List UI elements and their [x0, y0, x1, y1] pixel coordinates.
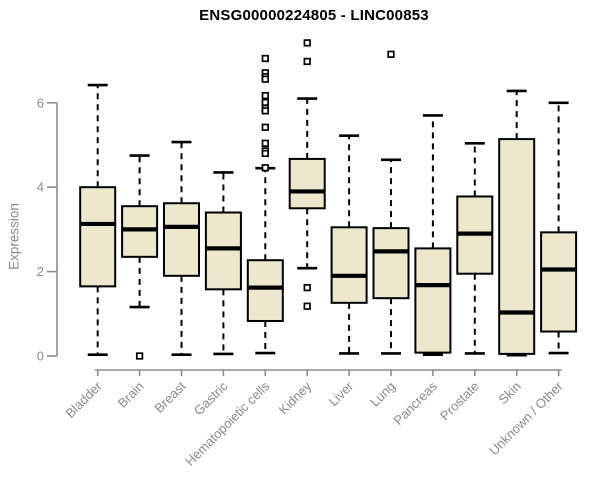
outlier-point — [303, 302, 311, 310]
outlier-point — [261, 54, 269, 63]
iqr-box — [372, 227, 410, 300]
outlier-point — [387, 50, 395, 58]
boxplot-skin — [498, 89, 536, 357]
iqr-box — [204, 211, 242, 291]
outlier-point — [303, 39, 311, 47]
iqr-box — [121, 205, 159, 258]
boxplot-prostate — [456, 142, 494, 355]
boxplot-bladder — [79, 83, 117, 357]
y-tick-label: 0 — [37, 349, 44, 364]
x-tick-label-breast: Breast — [151, 378, 188, 415]
y-axis: 0 2 4 6 — [37, 95, 58, 364]
x-tick-label-kidney: Kidney — [276, 378, 315, 417]
iqr-box — [498, 138, 536, 355]
boxplot-kidney — [288, 39, 326, 310]
boxplot-pancreas — [414, 114, 452, 357]
outlier-point — [261, 123, 269, 131]
boxplot-brain — [121, 154, 159, 360]
x-tick-label-unknown-other: Unknown / Other — [486, 378, 566, 458]
boxplot-unknown-other — [540, 101, 578, 355]
x-tick-label-lung: Lung — [367, 379, 398, 410]
boxplot-lung — [372, 50, 410, 355]
boxplot-breast — [163, 140, 200, 357]
iqr-box — [79, 186, 117, 288]
outlier-point — [261, 98, 269, 107]
x-tick-label-prostate: Prostate — [437, 379, 482, 424]
chart-title: ENSG00000224805 - LINC00853 — [199, 7, 429, 24]
outlier-point — [261, 107, 269, 115]
boxplot-hematopoietic-cells — [246, 54, 284, 355]
iqr-box — [414, 247, 452, 354]
outlier-point — [135, 352, 144, 360]
iqr-box — [163, 202, 200, 277]
y-tick-label: 2 — [37, 264, 44, 279]
outlier-point — [261, 75, 269, 83]
boxplot-gastric — [204, 171, 242, 356]
x-tick-label-bladder: Bladder — [63, 378, 106, 421]
iqr-box — [246, 259, 284, 322]
x-tick-label-liver: Liver — [326, 378, 357, 409]
outlier-point — [261, 164, 269, 172]
y-tick-label: 6 — [37, 95, 44, 110]
iqr-box — [288, 157, 326, 210]
iqr-box — [540, 231, 578, 333]
x-tick-label-brain: Brain — [115, 379, 147, 411]
outlier-point — [303, 57, 311, 66]
outlier-point — [261, 139, 269, 147]
x-tick-label-gastric: Gastric — [191, 378, 231, 418]
y-tick-label: 4 — [37, 180, 44, 195]
x-tick-label-skin: Skin — [495, 379, 523, 407]
x-tick-label-pancreas: Pancreas — [391, 378, 441, 428]
outlier-point — [303, 283, 311, 292]
iqr-box — [330, 226, 368, 304]
outlier-point — [261, 149, 269, 158]
boxplot-liver — [330, 134, 368, 355]
outlier-point — [261, 91, 269, 100]
